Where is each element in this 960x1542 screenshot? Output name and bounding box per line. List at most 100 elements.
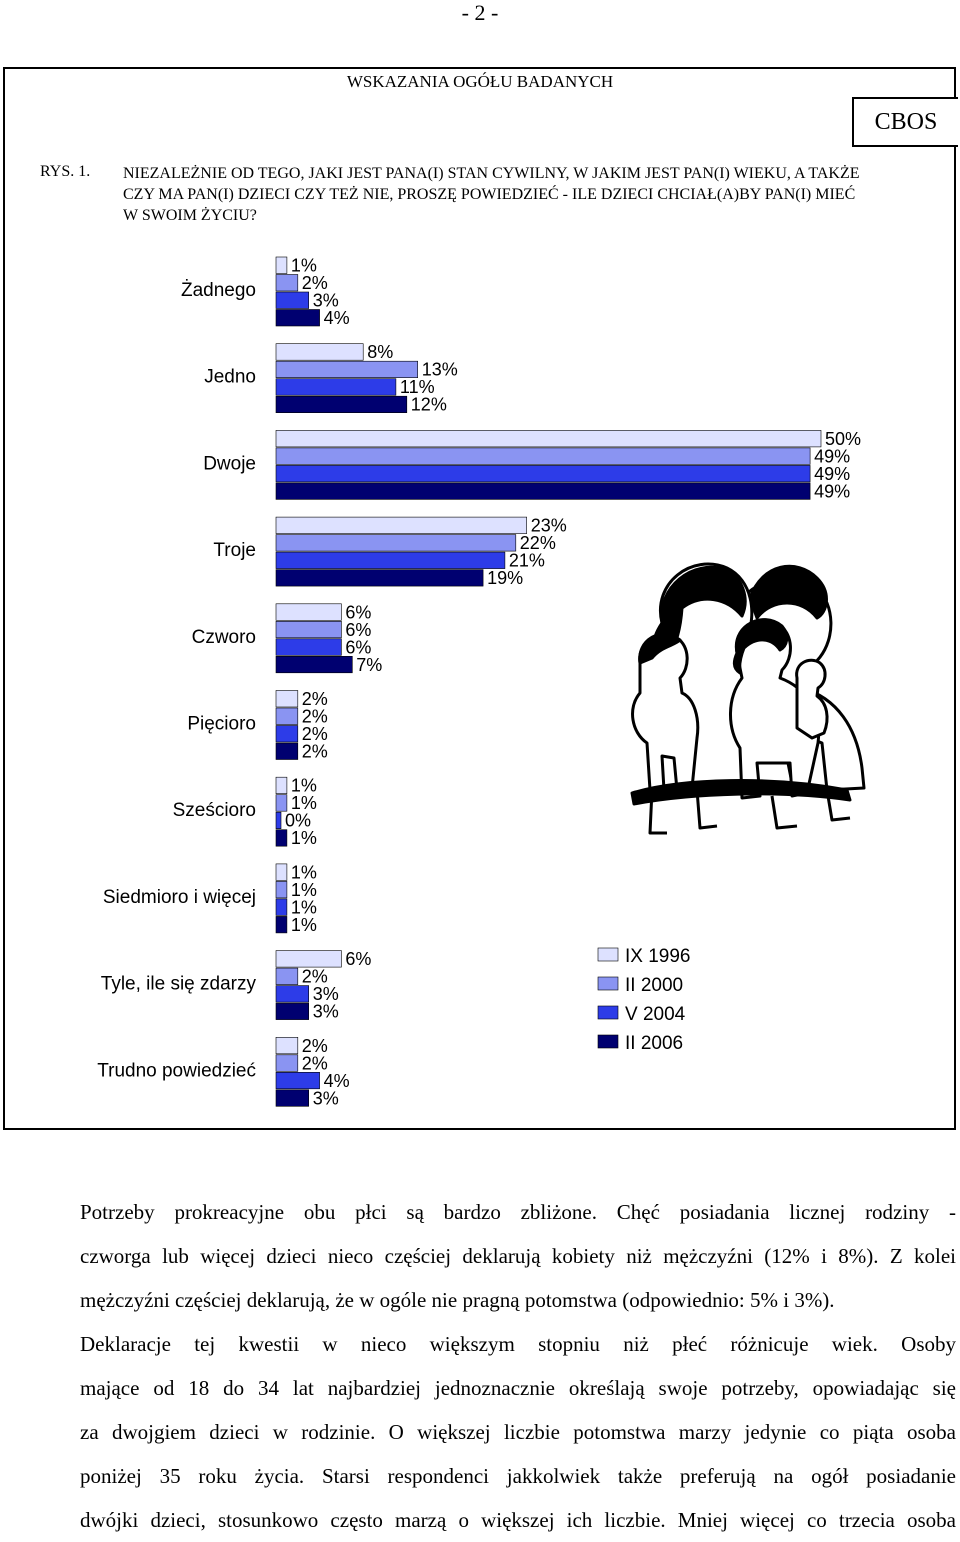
bar [275,1054,299,1072]
text-line: Potrzeby prokreacyjne obu płci są bardzo… [80,1200,956,1224]
text-line: dwójki dzieci, stosunkowo często marzą o… [80,1508,956,1532]
legend-swatch [597,976,619,991]
bar [275,863,288,881]
bar [275,343,364,361]
text-line: Deklaracje tej kwestii w nieco większym … [80,1332,956,1356]
bar [275,985,310,1003]
paragraph-1: Potrzeby prokreacyjne obu płci są bardzo… [4,1190,956,1322]
body-text: Potrzeby prokreacyjne obu płci są bardzo… [4,1190,956,1542]
bar [275,881,288,899]
chart-frame [3,67,956,1130]
bar [275,256,288,274]
legend-label: II 2000 [625,975,683,996]
data-label: 6% [345,602,371,622]
bar [275,291,310,309]
legend-label: II 2006 [625,1033,683,1054]
bar [275,1002,310,1020]
bar [275,707,299,725]
data-label: 2% [302,967,328,987]
bar [275,655,353,674]
data-label: 49% [814,481,850,501]
data-label: 13% [422,360,458,380]
data-label: 23% [531,516,567,536]
category-label: Żadnego [181,280,256,301]
data-label: 11% [400,377,435,397]
data-label: 2% [302,707,328,727]
data-label: 3% [313,1088,339,1108]
data-label: 3% [313,291,339,311]
data-label: 1% [291,915,317,935]
bar [275,950,342,968]
data-label: 49% [814,464,850,484]
data-label: 6% [345,949,371,969]
text-line: za dwojgiem dzieci w rodzinie. O większe… [80,1420,956,1444]
bar [275,916,288,934]
bar [275,638,342,656]
data-label: 1% [291,793,317,813]
category-label: Dwoje [203,453,256,474]
data-label: 2% [302,1053,328,1073]
category-label: Trudno powiedzieć [97,1060,256,1081]
bar [275,274,299,292]
data-label: 2% [302,1036,328,1056]
bar [275,742,299,760]
data-label: 3% [313,984,339,1004]
paragraph-2: Deklaracje tej kwestii w nieco większym … [4,1322,956,1542]
data-label: 8% [367,342,393,362]
data-label: 22% [520,533,556,553]
bar [275,534,517,552]
data-label: 4% [324,1071,350,1091]
data-label: 6% [345,620,371,640]
data-label: 3% [313,1002,339,1022]
bar [275,603,342,621]
brand-box: CBOS [852,97,958,147]
data-label: 1% [291,828,317,848]
data-label: 2% [302,689,328,709]
category-label: Sześcioro [173,800,256,821]
data-label: 1% [291,880,317,900]
survey-question: NIEZALEŻNIE OD TEGO, JAKI JEST PANA(I) S… [123,165,860,224]
data-label: 1% [291,862,317,882]
data-label: 21% [509,551,545,571]
bar [275,395,408,414]
category-label: Troje [213,540,256,561]
bar [275,725,299,743]
figure-label: RYS. 1. [40,163,91,180]
bar [275,309,320,327]
bar [275,794,288,812]
bar [275,898,288,916]
category-label: Pięcioro [187,714,256,735]
bar [275,482,811,500]
legend-label: V 2004 [625,1004,686,1025]
bar [275,1089,310,1107]
text-line: poniżej 35 roku życia. Starsi respondenc… [80,1464,956,1488]
data-label: 0% [285,811,311,831]
data-label: 1% [291,776,317,796]
text-line: czworga lub więcej dzieci nieco częściej… [80,1244,956,1268]
data-label: 2% [302,273,328,293]
bar [275,811,282,830]
bar-chart: Żadnego1%2%3%4%Jedno8%13%11%12%Dwoje50%4… [97,256,861,1109]
data-label: 19% [487,568,523,588]
category-label: Siedmioro i więcej [103,887,256,908]
bar [275,378,397,396]
legend-swatch [597,1034,619,1049]
bar [275,967,299,985]
data-label: 1% [291,256,317,276]
data-label: 4% [324,308,350,328]
category-label: Tyle, ile się zdarzy [101,974,257,995]
bar [275,776,288,795]
data-label: 2% [302,742,328,762]
bar [275,690,299,708]
family-illustration-icon [630,562,866,835]
legend-swatch [597,947,619,962]
data-label: 2% [302,724,328,744]
bar [275,551,506,569]
bar [275,360,418,379]
bar [275,620,342,639]
bar [275,430,822,448]
bar [275,516,527,534]
legend-swatch [597,1005,619,1020]
data-label: 49% [814,446,850,466]
bar [275,569,484,587]
